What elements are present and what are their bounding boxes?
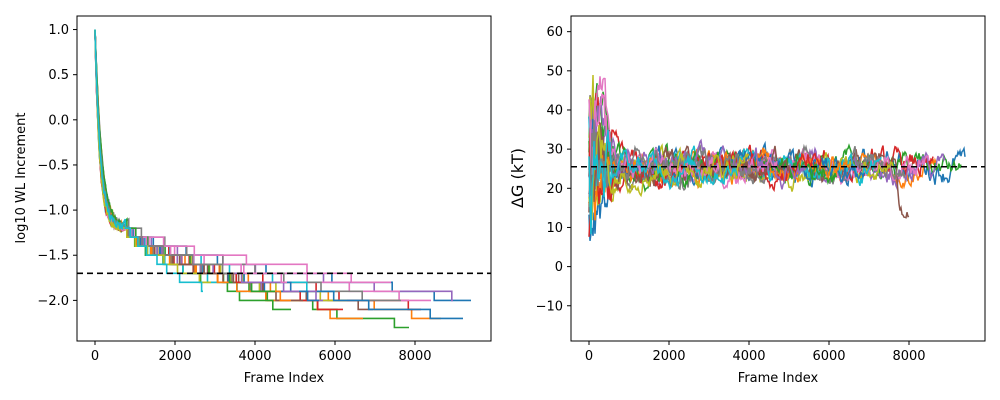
- y-tick-label: −2.0: [37, 294, 69, 309]
- y-tick-label: −1.0: [37, 204, 69, 219]
- panel-wl-increment: 0 2000 4000 6000 8000 1.0 0.5 0.0 −0.5 −1.0 −1.5 −…: [14, 15, 492, 386]
- y-tick-label: 10: [546, 221, 563, 236]
- y-tick-label: 0.5: [48, 68, 69, 83]
- x-tick-label: 0: [585, 349, 593, 364]
- right-y-ticks: 60 50 40 30 20 10 0 −10: [536, 25, 571, 314]
- x-tick-label: 4000: [732, 349, 765, 364]
- y-tick-label: 40: [546, 103, 563, 118]
- x-tick-label: 0: [91, 349, 99, 364]
- x-tick-label: 6000: [318, 349, 351, 364]
- y-tick-label: 0: [555, 260, 563, 275]
- wl-series-line: [94, 29, 203, 293]
- right-x-axis-label: Frame Index: [738, 371, 819, 386]
- y-tick-label: 20: [546, 182, 563, 197]
- panel-delta-g: 0 2000 4000 6000 8000 60 50 40 30 20 10 0 −10 Frame…: [508, 15, 986, 386]
- x-tick-label: 4000: [238, 349, 271, 364]
- y-tick-label: 1.0: [48, 23, 69, 38]
- x-tick-label: 2000: [158, 349, 191, 364]
- delta-g-series-line: [588, 129, 738, 235]
- y-tick-label: −10: [536, 299, 563, 314]
- delta-g-series-line: [588, 120, 766, 208]
- right-axes-frame: [570, 15, 986, 342]
- y-tick-label: −1.5: [37, 249, 69, 264]
- x-tick-label: 6000: [812, 349, 845, 364]
- x-tick-label: 8000: [398, 349, 431, 364]
- left-axes-frame: [76, 15, 492, 342]
- left-series-group: [94, 29, 471, 329]
- y-tick-label: 0.0: [48, 113, 69, 128]
- right-x-ticks: 0 2000 4000 6000 8000: [585, 341, 926, 364]
- left-y-axis-label: log10 WL Increment: [14, 113, 29, 244]
- y-tick-label: −0.5: [37, 158, 69, 173]
- x-tick-label: 8000: [892, 349, 925, 364]
- y-tick-label: 60: [546, 25, 563, 40]
- right-y-axis-label: ΔG (kT): [508, 148, 527, 208]
- left-x-ticks: 0 2000 4000 6000 8000: [91, 341, 432, 364]
- left-x-axis-label: Frame Index: [244, 371, 325, 386]
- y-tick-label: 50: [546, 64, 563, 79]
- y-tick-label: 30: [546, 143, 563, 158]
- x-tick-label: 2000: [652, 349, 685, 364]
- left-y-ticks: 1.0 0.5 0.0 −0.5 −1.0 −1.5 −2.0: [37, 23, 77, 309]
